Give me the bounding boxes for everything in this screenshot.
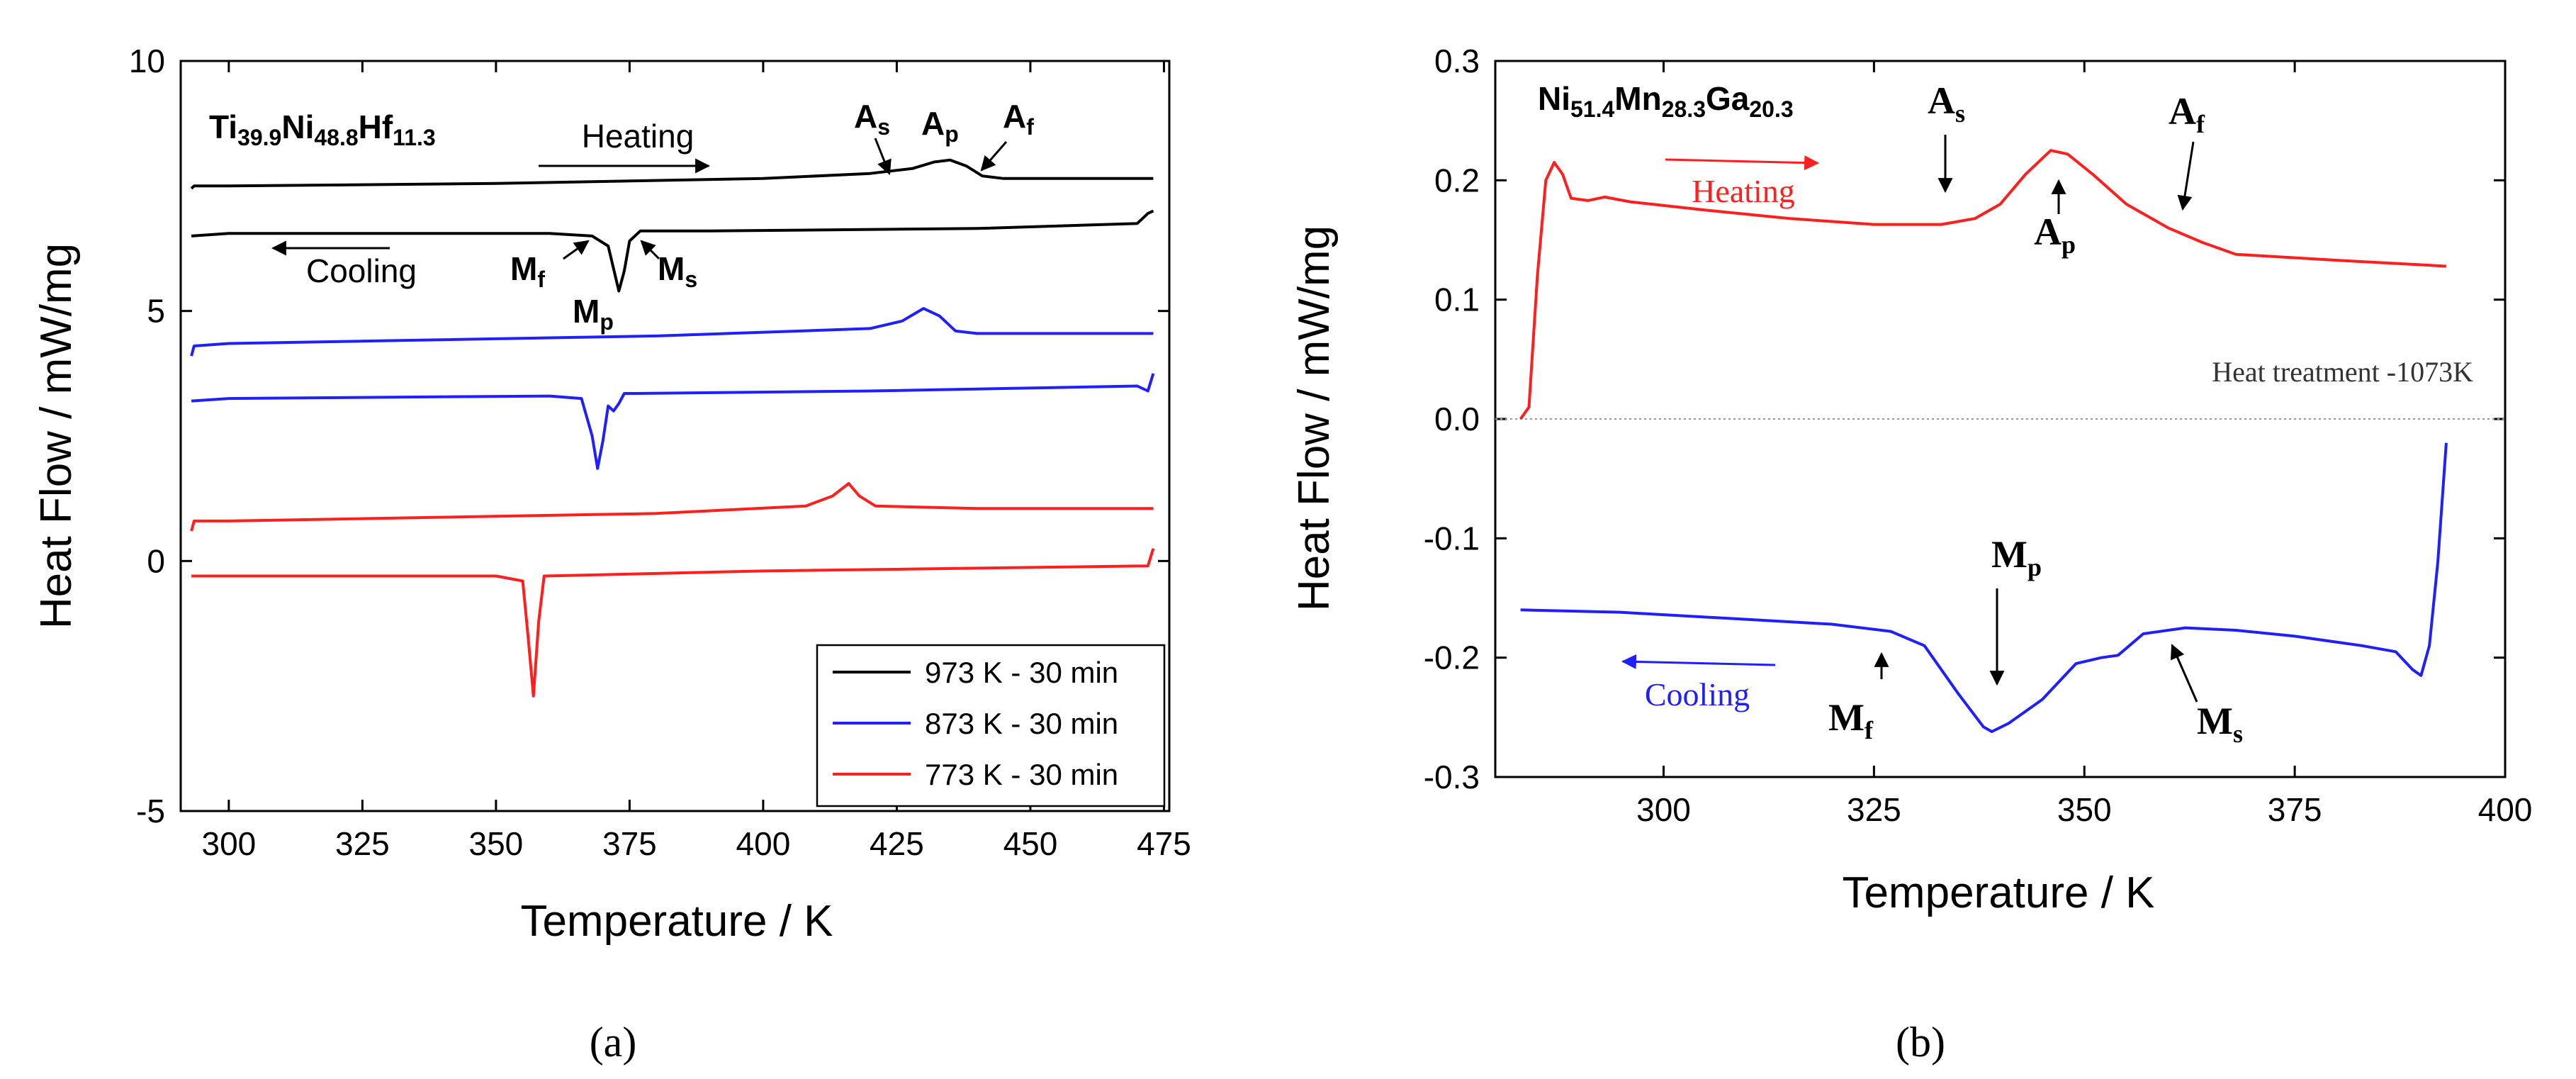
panel-b-caption: (b) — [1896, 1019, 1945, 1066]
x-tick-label: 350 — [469, 825, 524, 862]
panel-b-title: Ni51.4Mn28.3Ga20.3 — [1538, 80, 1794, 122]
panel-a-Ap-label: Ap — [921, 105, 959, 147]
x-tick-label: 300 — [1636, 791, 1691, 828]
x-tick-label: 325 — [335, 825, 390, 862]
y-tick-label: 0.2 — [1434, 162, 1480, 199]
y-tick-label: 10 — [129, 43, 165, 79]
y-tick-label: -5 — [136, 793, 165, 829]
panel-a-As-arrow — [874, 138, 892, 175]
panel-a-legend: 973 K - 30 min 873 K - 30 min 773 K - 30… — [816, 644, 1166, 807]
panel-b-cooling-arrow — [1621, 654, 1776, 669]
y-tick-label: -0.2 — [1424, 639, 1480, 676]
panel-b-series — [1519, 149, 2448, 733]
panel-b-Ms-arrow — [2170, 644, 2198, 703]
x-tick-label: 375 — [602, 825, 657, 862]
panel-a-Mf-arrow — [563, 240, 590, 260]
panel-a-title: Ti39.9Ni48.8Hf11.3 — [209, 108, 436, 150]
panel-a-Ms-label: Ms — [658, 250, 697, 292]
panel-a-x-axis-label: Temperature / K — [520, 897, 833, 946]
panel-b-Af-label: Af — [2169, 90, 2205, 138]
panel-a-plot-frame — [179, 60, 1171, 812]
panel-b-x-axis-label: Temperature / K — [1842, 868, 2154, 917]
panel-a-Af-arrow — [980, 141, 1008, 172]
y-tick-label: 0.0 — [1434, 401, 1480, 437]
legend-label-973: 973 K - 30 min — [925, 656, 1118, 689]
panel-b-y-ticks: 0.3 0.2 0.1 0.0 -0.1 -0.2 -0.3 — [1424, 43, 2505, 795]
series-line — [190, 307, 1154, 357]
panel-b-Mp-label: Mp — [1991, 533, 2042, 581]
panel-a-cooling-label: Cooling — [306, 252, 417, 289]
x-tick-label: 450 — [1003, 825, 1058, 862]
panel-a-Ms-arrow — [640, 240, 660, 260]
x-tick-label: 400 — [736, 825, 791, 862]
panel-a-y-axis-label: Heat Flow / mW/mg — [32, 243, 81, 629]
panel-b-Mf-label: Mf — [1828, 696, 1874, 744]
panel-b: 0.3 0.2 0.1 0.0 -0.1 -0.2 -0.3 300 325 350 375 400… — [1290, 43, 2532, 1066]
panel-a-As-label: As — [854, 98, 890, 140]
x-tick-label: 325 — [1847, 791, 1901, 828]
series-line — [191, 373, 1155, 470]
y-tick-label: 0 — [147, 542, 165, 579]
panel-a-Af-label: Af — [1003, 98, 1034, 140]
series-line — [190, 482, 1154, 532]
x-tick-label: 475 — [1137, 825, 1191, 862]
y-tick-label: 0.3 — [1434, 43, 1480, 79]
panel-b-x-ticks: 300 325 350 375 400 — [1636, 61, 2532, 828]
series-line — [1520, 442, 2448, 733]
panel-a-Mp-label: Mp — [573, 293, 614, 335]
x-tick-label: 425 — [870, 825, 924, 862]
series-line — [191, 209, 1154, 293]
panel-a-Mf-label: Mf — [510, 250, 545, 292]
panel-a-x-ticks: 300 325 350 375 400 425 450 475 — [201, 61, 1191, 862]
panel-b-heating-label: Heating — [1692, 173, 1795, 209]
legend-label-873: 873 K - 30 min — [925, 707, 1118, 740]
x-tick-label: 375 — [2268, 791, 2322, 828]
y-tick-label: 5 — [147, 293, 165, 330]
panel-b-heating-arrow — [1665, 155, 1820, 171]
panel-b-heat-treatment-note: Heat treatment -1073K — [2212, 356, 2473, 388]
y-tick-label: 0.1 — [1434, 281, 1480, 318]
series-line — [1519, 149, 2447, 420]
panel-b-As-label: As — [1928, 79, 1965, 128]
series-line — [191, 548, 1155, 698]
panel-a-heating-label: Heating — [582, 118, 694, 155]
panel-a-series — [190, 158, 1155, 698]
x-tick-label: 350 — [2057, 791, 2112, 828]
series-line — [190, 158, 1154, 190]
panel-b-cooling-label: Cooling — [1645, 676, 1750, 712]
panel-b-Af-arrow — [2177, 141, 2195, 211]
panel-a-y-ticks: -5 0 5 10 — [129, 43, 1169, 829]
panel-b-y-axis-label: Heat Flow / mW/mg — [1290, 225, 1339, 611]
y-tick-label: -0.3 — [1424, 759, 1480, 795]
panel-a-caption: (a) — [590, 1019, 637, 1066]
panel-a: -5 0 5 10 300 325 350 375 400 425 450 475 Heat Flo… — [32, 43, 1191, 1066]
y-tick-label: -0.1 — [1424, 520, 1480, 557]
x-tick-label: 300 — [201, 825, 256, 862]
legend-label-773: 773 K - 30 min — [925, 758, 1118, 791]
x-tick-label: 400 — [2478, 791, 2533, 828]
panel-b-Ms-label: Ms — [2197, 700, 2243, 748]
panel-b-Ap-label: Ap — [2034, 211, 2076, 259]
